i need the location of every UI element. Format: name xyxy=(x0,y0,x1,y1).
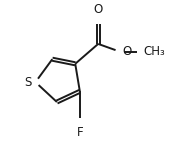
Text: F: F xyxy=(77,126,83,139)
Text: O: O xyxy=(122,45,132,58)
Text: CH₃: CH₃ xyxy=(144,45,166,58)
Text: O: O xyxy=(94,3,103,16)
Text: S: S xyxy=(24,76,32,89)
